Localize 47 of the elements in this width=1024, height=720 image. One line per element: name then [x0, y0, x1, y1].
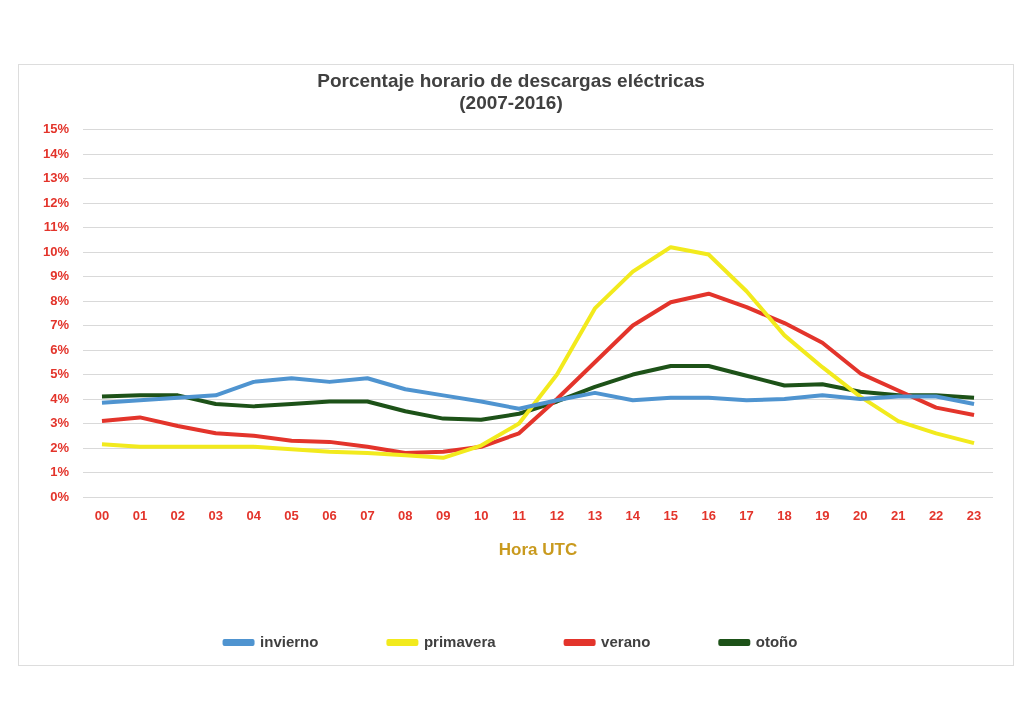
- x-tick-label: 11: [512, 508, 526, 524]
- x-tick-label: 17: [739, 508, 754, 524]
- y-tick-label: 12%: [42, 194, 70, 210]
- legend-label: invierno: [260, 632, 319, 650]
- x-tick-label: 23: [966, 508, 982, 524]
- y-tick-label: 5%: [50, 366, 70, 382]
- x-tick-label: 07: [360, 508, 375, 524]
- y-tick-label: 2%: [50, 439, 70, 455]
- x-tick-label: 20: [853, 508, 868, 524]
- x-tick-label: 10: [473, 508, 489, 524]
- x-tick-label: 03: [208, 508, 223, 524]
- x-tick-label: 14: [625, 508, 641, 524]
- y-tick-label: 4%: [50, 390, 70, 406]
- x-tick-label: 05: [284, 508, 299, 524]
- y-tick-label: 7%: [50, 317, 70, 333]
- x-tick-label: 00: [94, 508, 110, 524]
- y-tick-label: 13%: [42, 170, 70, 186]
- x-tick-label: 12: [549, 508, 565, 524]
- x-tick-label: 02: [170, 508, 186, 524]
- x-tick-label: 06: [322, 508, 337, 524]
- x-tick-label: 09: [435, 508, 451, 524]
- x-tick-label: 22: [928, 508, 944, 524]
- x-tick-label: 04: [246, 508, 262, 524]
- y-tick-label: 3%: [50, 415, 70, 431]
- legend-label: verano: [601, 632, 651, 650]
- y-tick-label: 1%: [50, 464, 70, 480]
- x-tick-label: 01: [132, 508, 148, 524]
- text: Porcentaje horario de descargas eléctricas: [317, 69, 705, 91]
- x-tick-label: 16: [701, 508, 716, 524]
- text: (2007-2016): [459, 92, 563, 114]
- legend-label: primavera: [423, 632, 497, 650]
- y-tick-label: 14%: [42, 145, 70, 161]
- y-tick-label: 9%: [50, 268, 70, 284]
- x-tick-label: 15: [663, 508, 678, 524]
- y-tick-label: 15%: [42, 121, 70, 137]
- y-tick-label: 0%: [50, 488, 70, 504]
- x-tick-label: 18: [777, 508, 792, 524]
- y-tick-label: 11%: [43, 219, 70, 235]
- legend-label: otoño: [755, 632, 798, 650]
- y-tick-label: 10%: [42, 243, 70, 259]
- x-tick-label: 08: [398, 508, 413, 524]
- y-tick-label: 8%: [50, 292, 70, 308]
- x-tick-label: 21: [890, 508, 906, 524]
- x-tick-label: 19: [815, 508, 830, 524]
- y-tick-label: 6%: [50, 341, 70, 357]
- x-axis-title: Hora UTC: [498, 540, 578, 560]
- x-tick-label: 13: [587, 508, 603, 524]
